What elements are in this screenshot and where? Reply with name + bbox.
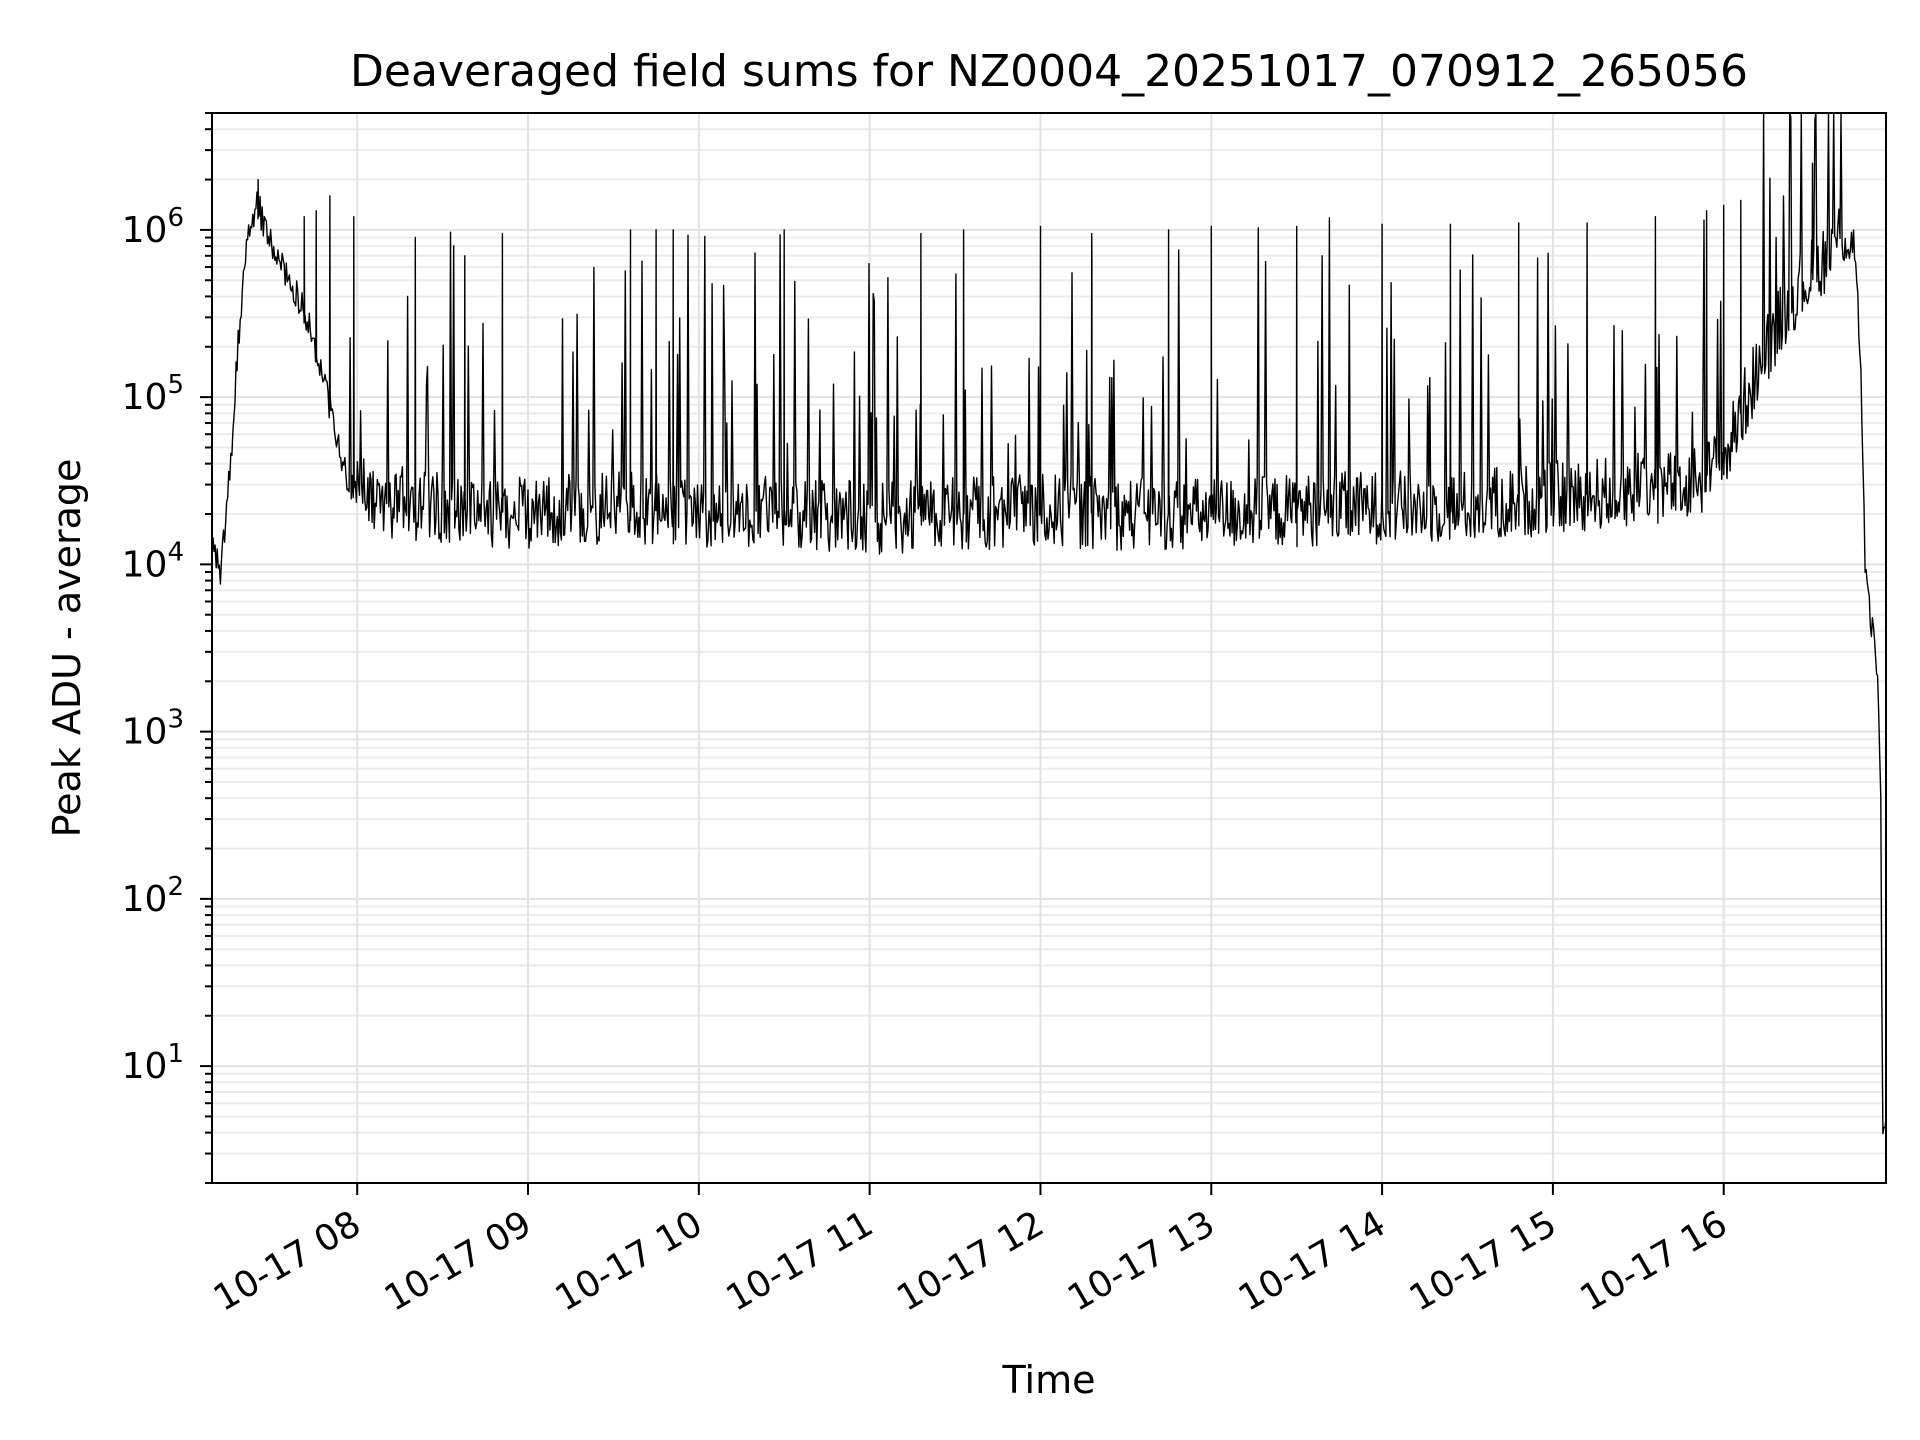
y-tick-label: 106 bbox=[122, 203, 184, 251]
y-tick-exponent: 4 bbox=[167, 537, 184, 567]
y-tick-exponent: 6 bbox=[167, 203, 184, 233]
y-tick-label: 102 bbox=[122, 872, 184, 920]
y-tick-base: 10 bbox=[122, 879, 168, 920]
y-tick-base: 10 bbox=[122, 1046, 168, 1087]
y-tick-label: 103 bbox=[122, 705, 184, 753]
plot-frame bbox=[211, 112, 1887, 1184]
y-tick-base: 10 bbox=[122, 210, 168, 251]
y-tick-base: 10 bbox=[122, 377, 168, 418]
series-line-peak-adu bbox=[211, 112, 1887, 1135]
y-tick-exponent: 5 bbox=[167, 370, 184, 400]
series-layer bbox=[211, 112, 1887, 1135]
y-tick-base: 10 bbox=[122, 544, 168, 585]
y-tick-base: 10 bbox=[122, 712, 168, 753]
y-tick-label: 105 bbox=[122, 370, 184, 418]
x-axis-label: Time bbox=[1002, 1358, 1096, 1402]
chart-title: Deaveraged field sums for NZ0004_2025101… bbox=[350, 46, 1748, 97]
y-tick-exponent: 1 bbox=[167, 1039, 184, 1069]
grid bbox=[212, 112, 1886, 1184]
y-tick-exponent: 3 bbox=[167, 705, 184, 735]
y-tick-label: 104 bbox=[122, 537, 184, 585]
y-tick-label: 101 bbox=[122, 1039, 184, 1087]
y-axis-label: Peak ADU - average bbox=[45, 459, 89, 838]
y-tick-exponent: 2 bbox=[167, 872, 184, 902]
